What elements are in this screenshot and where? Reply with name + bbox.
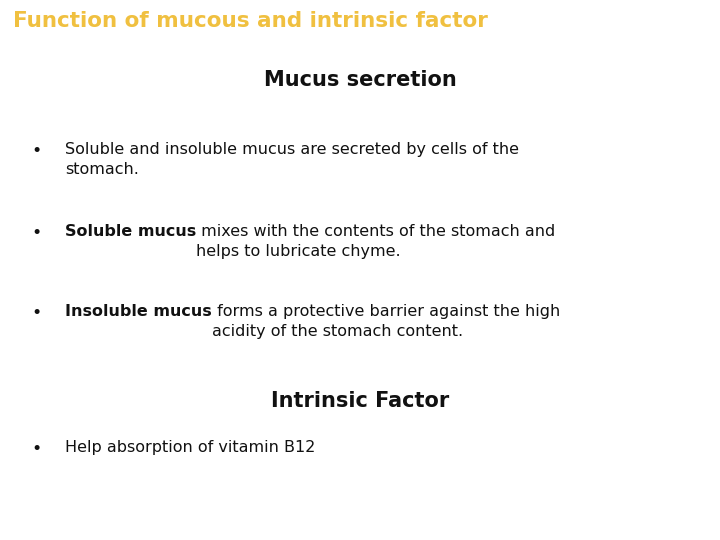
Text: Mucus secretion: Mucus secretion (264, 70, 456, 90)
Text: mixes with the contents of the stomach and
helps to lubricate chyme.: mixes with the contents of the stomach a… (196, 224, 555, 259)
Text: •: • (31, 303, 41, 321)
Text: Soluble mucus: Soluble mucus (65, 224, 196, 239)
Text: forms a protective barrier against the high
acidity of the stomach content.: forms a protective barrier against the h… (212, 303, 560, 339)
Text: •: • (31, 441, 41, 458)
Text: Help absorption of vitamin B12: Help absorption of vitamin B12 (65, 441, 315, 455)
Text: Intrinsic Factor: Intrinsic Factor (271, 390, 449, 410)
Text: Soluble and insoluble mucus are secreted by cells of the
stomach.: Soluble and insoluble mucus are secreted… (65, 141, 519, 177)
Text: Function of mucous and intrinsic factor: Function of mucous and intrinsic factor (13, 11, 488, 31)
Text: Insoluble mucus: Insoluble mucus (65, 303, 212, 319)
Text: •: • (31, 224, 41, 242)
Text: •: • (31, 141, 41, 160)
